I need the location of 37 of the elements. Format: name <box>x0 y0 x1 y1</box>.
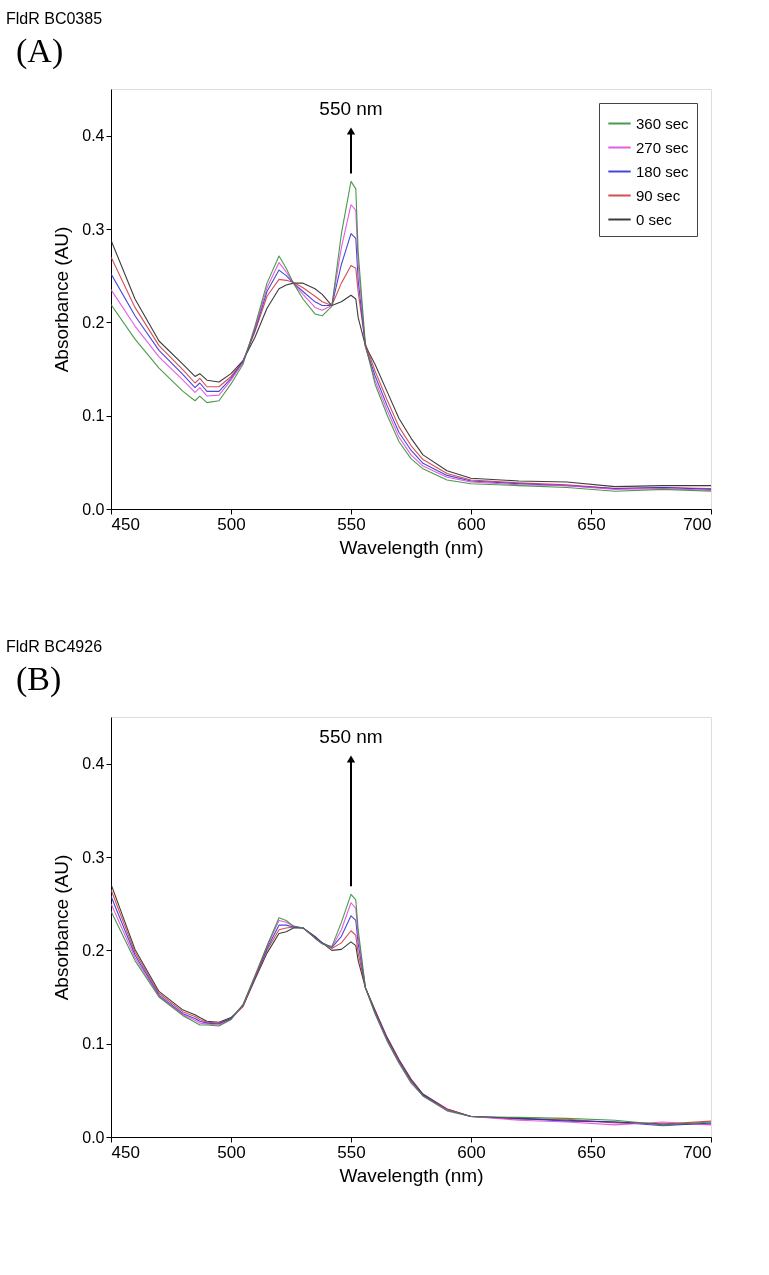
y-tick-label: 0.4 <box>82 755 105 773</box>
x-axis-title: Wavelength (nm) <box>339 536 484 558</box>
legend-label: 360 sec <box>636 114 690 132</box>
x-tick-label: 500 <box>217 514 246 534</box>
chart-title: FldR BC0385 <box>6 10 103 27</box>
y-tick-label: 0.2 <box>82 941 105 959</box>
y-tick-label: 0.0 <box>82 1128 105 1146</box>
text: (B) <box>16 660 62 698</box>
x-tick-label: 600 <box>457 1142 486 1162</box>
legend-label: 90 sec <box>636 186 681 204</box>
x-tick-label: 650 <box>577 514 606 534</box>
x-tick-label: 700 <box>683 514 712 534</box>
y-tick-label: 0.1 <box>82 1035 105 1053</box>
x-tick-label: 450 <box>111 1142 140 1162</box>
y-tick-label: 0.0 <box>82 500 105 518</box>
y-axis-title: Absorbance (AU) <box>51 854 73 1001</box>
legend-label: 0 sec <box>636 210 673 228</box>
chart-title: FldR BC4926 <box>6 638 103 655</box>
y-tick-label: 0.1 <box>82 407 105 425</box>
x-tick-label: 550 <box>337 514 366 534</box>
annotation: 550 nm <box>319 98 383 119</box>
annotation: 550 nm <box>319 726 383 747</box>
x-tick-label: 650 <box>577 1142 606 1162</box>
x-tick-label: 450 <box>111 514 140 534</box>
y-tick-label: 0.3 <box>82 220 105 238</box>
y-tick-label: 0.3 <box>82 848 105 866</box>
x-axis-title: Wavelength (nm) <box>339 1164 484 1186</box>
text: (A) <box>16 32 64 70</box>
x-tick-label: 700 <box>683 1142 712 1162</box>
y-axis-title: Absorbance (AU) <box>51 226 73 373</box>
x-tick-label: 600 <box>457 514 486 534</box>
x-tick-label: 500 <box>217 1142 246 1162</box>
x-tick-label: 550 <box>337 1142 366 1162</box>
legend-label: 270 sec <box>636 138 690 156</box>
y-tick-label: 0.4 <box>82 127 105 145</box>
legend-label: 180 sec <box>636 162 690 180</box>
y-tick-label: 0.2 <box>82 313 105 331</box>
